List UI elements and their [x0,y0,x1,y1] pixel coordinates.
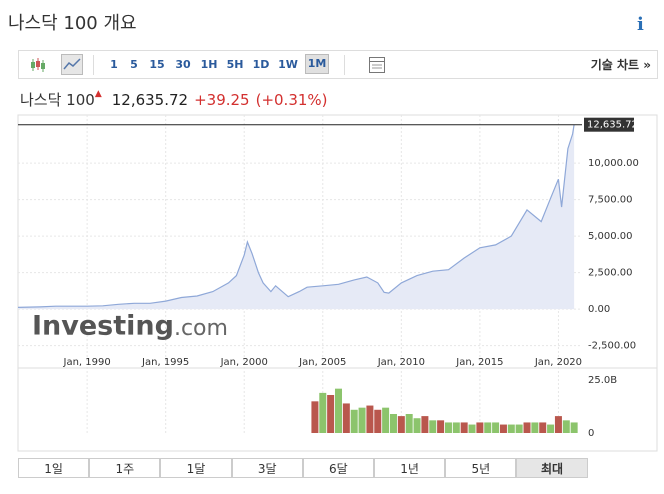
volume-bar [531,422,539,433]
sheet-icon[interactable] [368,56,386,74]
period-tab[interactable]: 1일 [18,458,90,478]
volume-bar [334,388,342,433]
x-tick-label: Jan, 2005 [298,357,346,368]
x-tick-label: Jan, 2020 [534,357,582,368]
volume-bar [350,409,358,433]
volume-bar [562,420,570,433]
quote-change-pct: (+0.31%) [255,91,328,109]
quote: 나스닥 100▲ 12,635.72 +39.25 (+0.31%) [20,89,328,110]
volume-bar [515,424,523,433]
volume-bar [327,395,335,433]
up-arrow: ▲ [94,89,102,99]
volume-bar [405,414,413,433]
volume-bar [554,416,562,433]
interval-button[interactable]: 30 [175,58,191,71]
watermark-suffix: .com [174,316,228,341]
y-tick-label: 7,500.00 [588,195,633,206]
interval-button[interactable]: 1 [110,58,118,71]
volume-bar [570,422,578,433]
volume-bar [452,422,460,433]
volume-bar [476,422,484,433]
period-tab[interactable]: 1년 [374,458,446,478]
volume-bar [499,424,507,433]
volume-bar [382,407,390,433]
interval-button[interactable]: 15 [149,58,165,71]
volume-bar [366,405,374,433]
interval-button[interactable]: 1W [278,58,298,71]
volume-bar [484,422,492,433]
x-tick-label: Jan, 2010 [377,357,425,368]
y-tick-label: 0.00 [588,304,610,315]
tech-chart-link[interactable]: 기술 차트 » [590,58,651,72]
quote-price: 12,635.72 [111,91,189,109]
y-tick-label: 10,000.00 [588,158,639,169]
last-price-box [584,117,634,132]
volume-bar [437,420,445,433]
y-tick-label: 5,000.00 [588,231,633,242]
last-price-label: 12,635.72 [587,120,638,131]
volume-bar [311,401,319,433]
x-tick-label: Jan, 1995 [141,357,189,368]
volume-bar [547,424,555,433]
info-button[interactable]: i [637,14,644,35]
volume-bar [374,409,382,433]
candle-icon[interactable] [29,56,47,74]
volume-bar [421,416,429,433]
y-tick-label: 2,500.00 [588,268,633,279]
volume-bar [397,416,405,433]
interval-button[interactable]: 5H [226,58,244,71]
x-tick-label: Jan, 2015 [455,357,503,368]
volume-bar [468,424,476,433]
watermark: Investing [32,311,174,342]
separator [344,55,345,75]
y-tick-label: 0 [588,428,594,439]
quote-change: +39.25 [194,91,250,109]
toolbar: 기술 차트 » 1 5 15 30 1H 5H 1D 1W 1M [18,50,658,79]
x-tick-label: Jan, 2000 [220,357,268,368]
separator [93,55,94,75]
volume-bar [413,418,421,433]
x-tick-label: Jan, 1990 [63,357,111,368]
volume-bar [342,403,350,433]
area-fill [18,124,575,310]
volume-bar [358,407,366,433]
volume-bar [460,422,468,433]
volume-bar [539,422,547,433]
price-line [17,124,575,308]
period-tab[interactable]: 1달 [160,458,232,478]
y-tick-label: -2,500.00 [588,341,636,352]
interval-button[interactable]: 5 [130,58,138,71]
interval-button[interactable]: 1M [305,54,329,74]
volume-bar [507,424,515,433]
period-tab[interactable]: 6달 [302,458,374,478]
page-title: 나스닥 100 개요 [8,13,137,34]
quote-name: 나스닥 100 [20,91,95,109]
interval-button[interactable]: 1D [252,58,270,71]
chart-frame [17,114,658,452]
period-tab[interactable]: 1주 [89,458,161,478]
interval-button[interactable]: 1H [200,58,218,71]
volume-bar [319,392,327,433]
volume-bar [444,422,452,433]
period-tab[interactable]: 최대 [516,458,588,478]
period-tab[interactable]: 3달 [231,458,303,478]
volume-bar [492,422,500,433]
y-tick-label: 25.0B [588,375,617,386]
period-tab[interactable]: 5년 [445,458,517,478]
volume-bar [389,414,397,433]
volume-bar [429,420,437,433]
line-icon[interactable] [61,54,83,75]
volume-bar [523,422,531,433]
